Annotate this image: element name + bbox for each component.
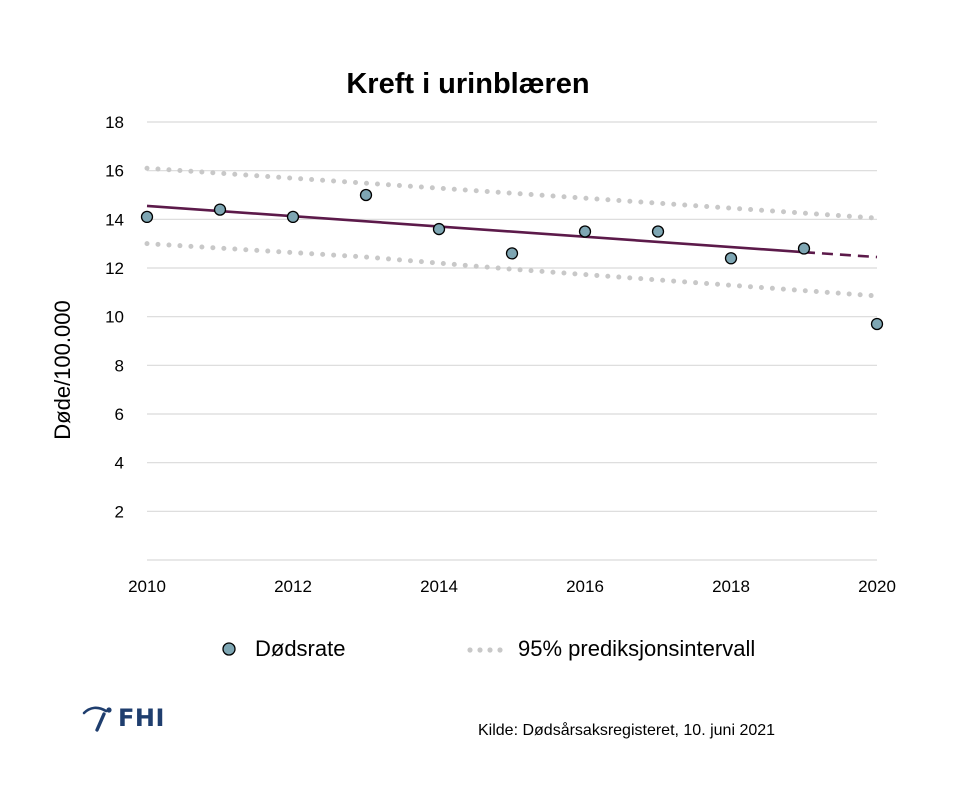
y-tick-label: 6 (115, 405, 124, 424)
y-tick-label: 18 (105, 113, 124, 132)
x-tick-label: 2010 (128, 577, 166, 596)
legend-label-prediction-interval: 95% prediksjonsintervall (518, 636, 755, 661)
data-point-2016 (578, 225, 592, 238)
fhi-logo-text: FHI (118, 704, 165, 732)
x-tick-label: 2020 (858, 577, 896, 596)
y-tick-label: 12 (105, 259, 124, 278)
chart-title: Kreft i urinblæren (346, 68, 589, 100)
legend-dot (497, 647, 503, 653)
y-tick-label: 8 (115, 356, 124, 375)
data-point-2011 (213, 203, 227, 216)
series-layer (140, 165, 884, 331)
fhi-logo: FHI (82, 704, 165, 732)
data-point-2014 (432, 222, 446, 236)
prediction-interval-line (144, 241, 880, 299)
data-point-2013 (359, 188, 373, 202)
data-point-2015 (505, 247, 519, 260)
data-point-2017 (651, 225, 665, 238)
legend-dot (487, 647, 493, 653)
legend: Dødsrate 95% prediksjonsintervall (222, 636, 755, 661)
prediction-interval-line (144, 165, 880, 221)
trend-forecast-line (803, 250, 878, 259)
data-point-2012 (286, 210, 300, 224)
y-tick-label: 10 (105, 308, 124, 327)
legend-dot (477, 647, 483, 653)
source-note: Kilde: Dødsårsaksregisteret, 10. juni 20… (478, 722, 776, 739)
x-tick-label: 2014 (420, 577, 458, 596)
data-point-2018 (724, 252, 738, 265)
y-axis-label: Døde/100.000 (50, 300, 75, 439)
y-tick-labels: 2 4 6 8 10 12 14 16 18 (105, 113, 124, 521)
data-point-2020 (870, 317, 884, 331)
y-tick-label: 4 (115, 454, 124, 473)
data-point-2010 (140, 210, 154, 224)
x-tick-label: 2016 (566, 577, 604, 596)
x-tick-label: 2012 (274, 577, 312, 596)
fhi-logo-icon (82, 706, 112, 732)
y-tick-label: 2 (115, 502, 124, 521)
trend-line (146, 204, 805, 254)
y-tick-label: 14 (105, 210, 124, 229)
legend-dot (467, 647, 473, 653)
legend-label-dodsrate: Dødsrate (255, 636, 345, 661)
x-tick-labels: 2010 2012 2014 2016 2018 2020 (128, 577, 896, 596)
y-tick-label: 16 (105, 162, 124, 181)
legend-marker-prediction-interval (467, 647, 503, 653)
grid-lines (147, 121, 877, 561)
legend-marker-dodsrate (222, 642, 236, 656)
x-tick-label: 2018 (712, 577, 750, 596)
data-point-2019 (797, 242, 811, 255)
